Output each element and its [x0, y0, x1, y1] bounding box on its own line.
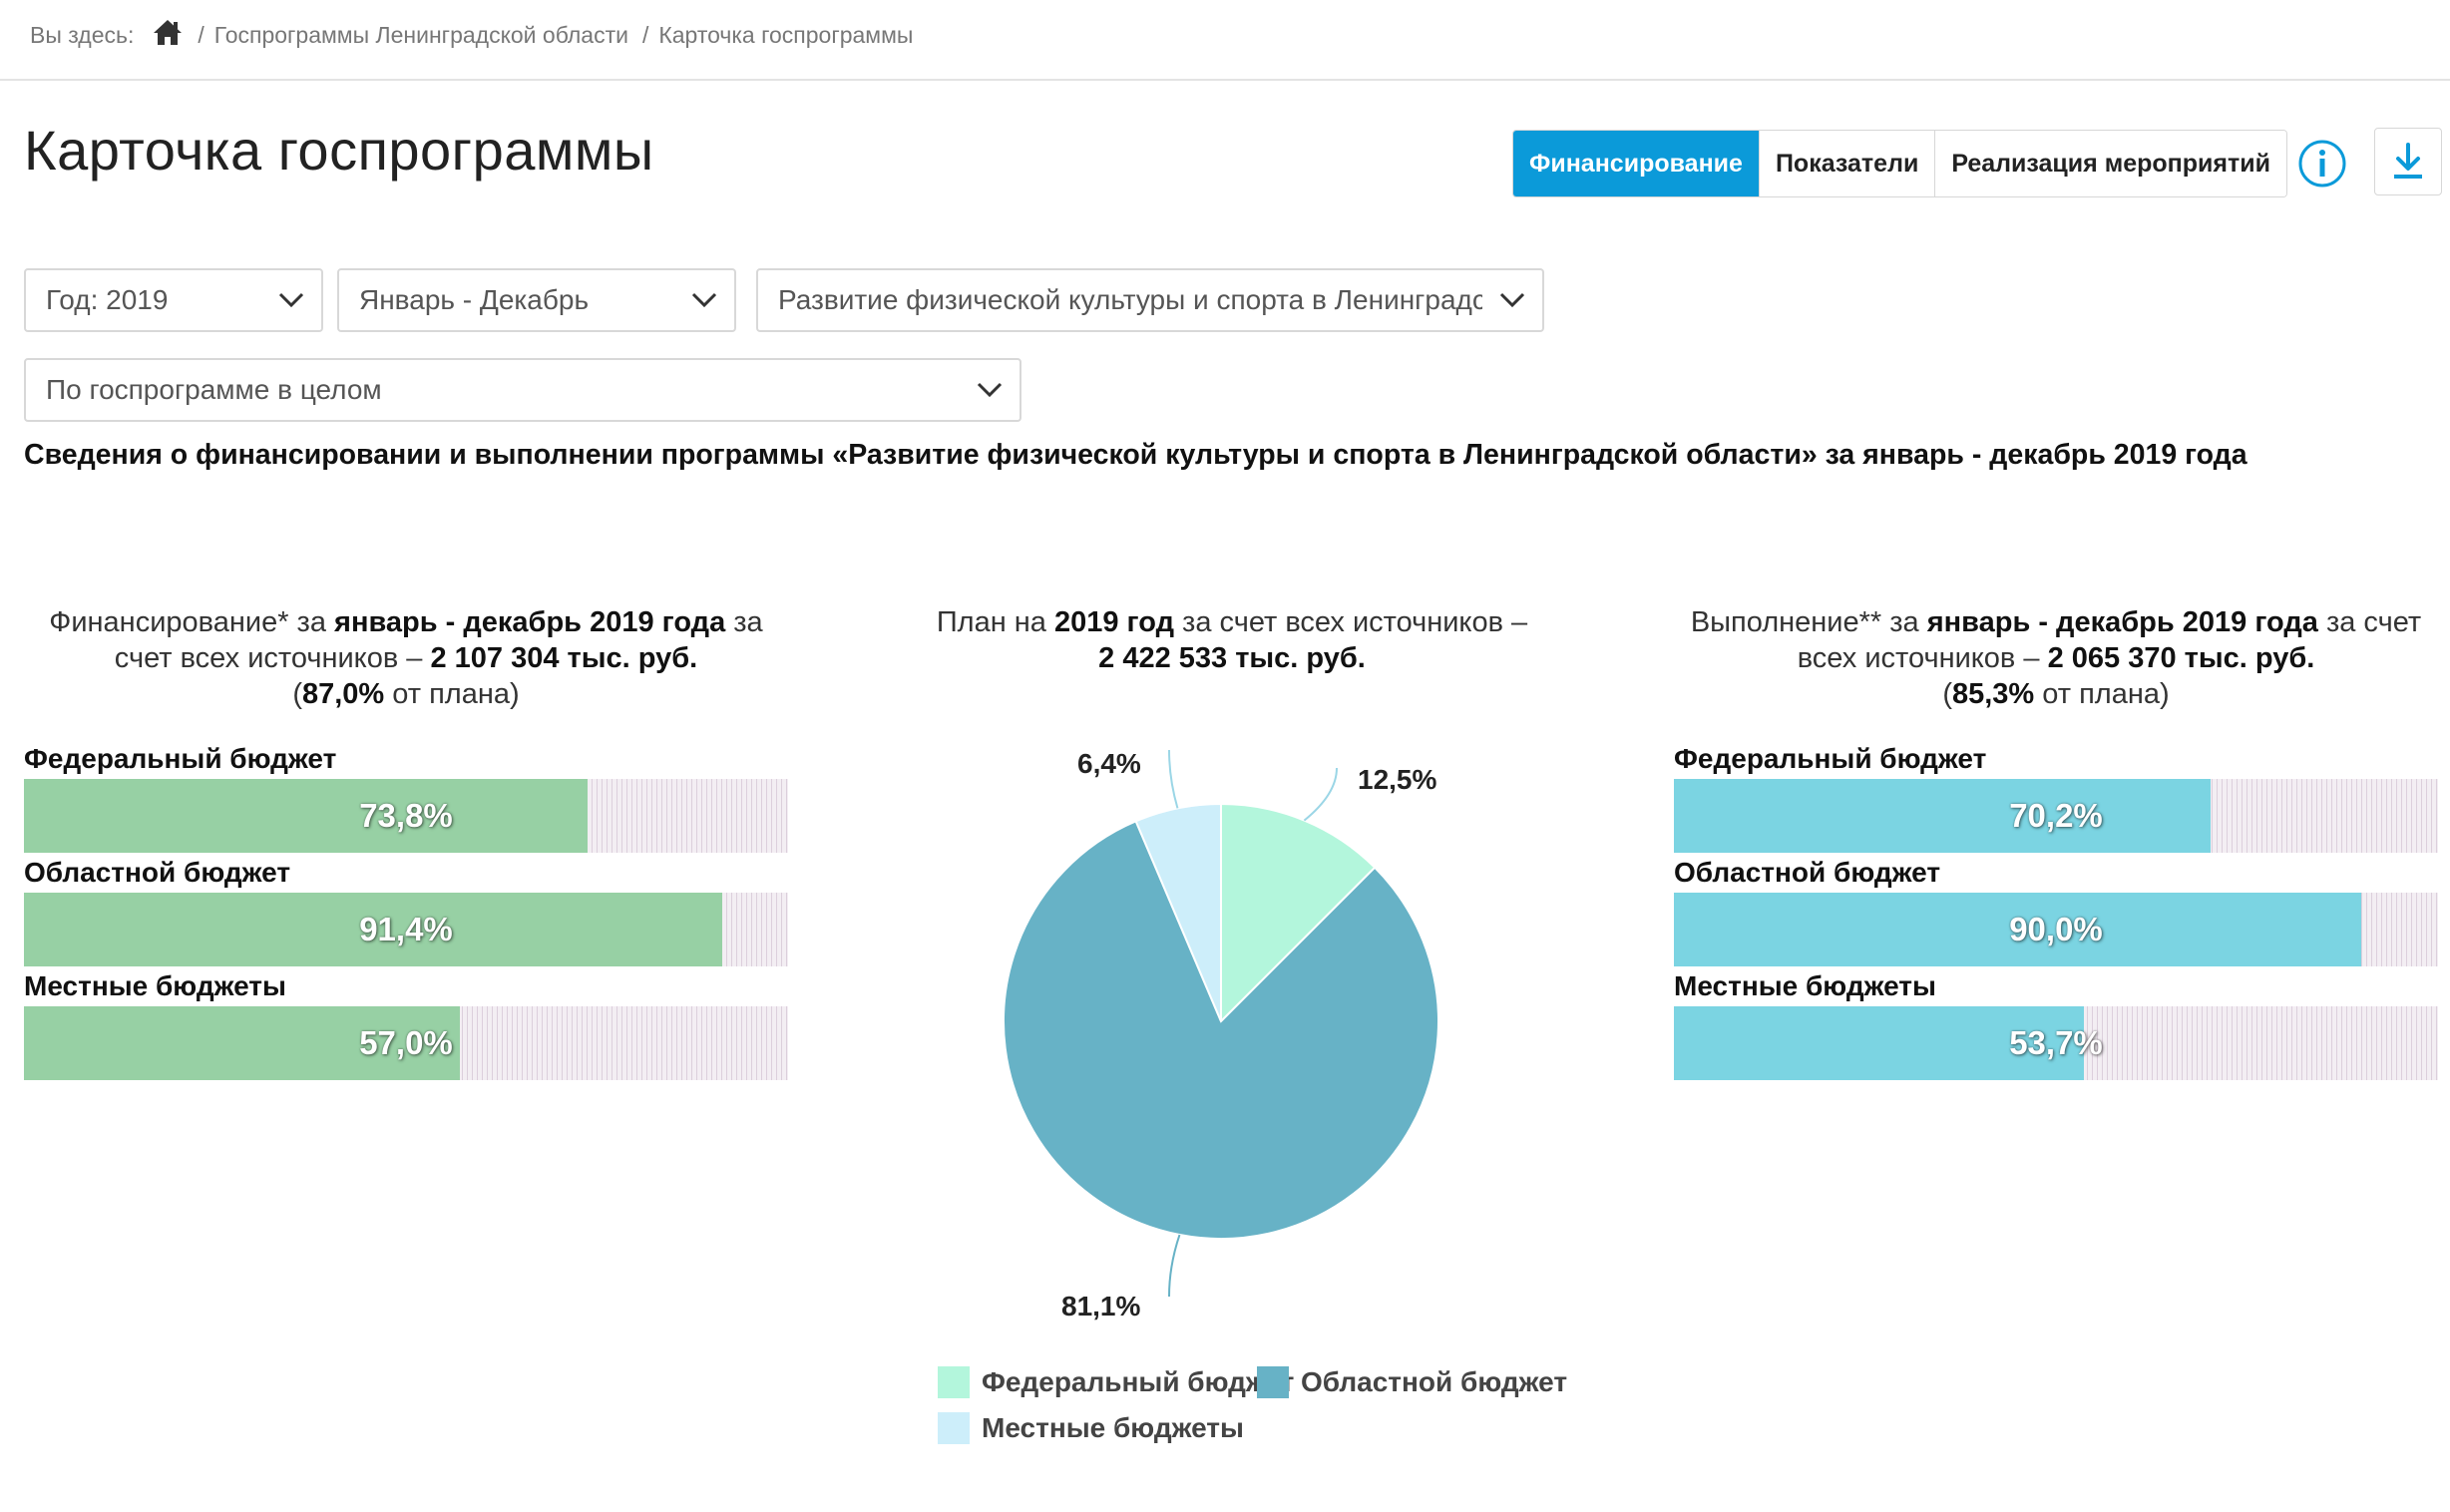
financing-percent: 87,0%: [301, 678, 385, 710]
home-icon[interactable]: [152, 18, 184, 52]
financing-local-label: Местные бюджеты: [24, 970, 286, 1001]
download-button[interactable]: [2374, 128, 2442, 195]
financing-regional-label: Областной бюджет: [24, 857, 291, 888]
legend-item-local[interactable]: Местные бюджеты: [938, 1412, 1244, 1444]
execution-head-l1a: Выполнение** за: [1690, 606, 1927, 638]
breadcrumb-link-programs[interactable]: Госпрограммы Ленинградской области: [213, 21, 628, 48]
financing-local-fill: [24, 1006, 460, 1080]
execution-federal-fill: [1674, 779, 2211, 853]
scope-select-value: По госпрограмме в целом: [46, 374, 382, 405]
legend-swatch-federal: [938, 1366, 970, 1398]
financing-total: 2 107 304 тыс. руб.: [430, 642, 698, 674]
execution-head-l1b: январь - декабрь 2019 года: [1926, 606, 2318, 638]
execution-local-bar: 53,7%: [1674, 1006, 2438, 1080]
financing-regional-fill: [24, 893, 723, 966]
download-icon: [2394, 143, 2422, 179]
financing-head-l1a: Финансирование* за: [49, 606, 335, 638]
program-select-value: Развитие физической культуры и спорта в …: [778, 284, 1482, 315]
chevron-down-icon: [674, 292, 734, 308]
pie-label-federal: 12,5%: [1358, 764, 1437, 795]
chevron-down-icon: [1482, 292, 1542, 308]
year-select[interactable]: Год: 2019: [24, 268, 323, 332]
execution-regional-label: Областной бюджет: [1674, 857, 1941, 888]
execution-regional-value: 90,0%: [2009, 911, 2103, 947]
financing-summary: Финансирование* за январь - декабрь 2019…: [24, 604, 788, 712]
execution-head-l2a: всех источников –: [1797, 642, 2048, 674]
chevron-down-icon: [261, 292, 321, 308]
page-title: Карточка госпрограммы: [24, 119, 654, 182]
financing-head-l1b: январь - декабрь 2019 года: [334, 606, 726, 638]
execution-head-l3c: от плана): [2034, 678, 2170, 710]
breadcrumb-separator: /: [641, 21, 649, 48]
execution-head-l1c: за счет: [2317, 606, 2422, 638]
chevron-down-icon: [960, 382, 1020, 398]
financing-regional-value: 91,4%: [359, 911, 453, 947]
financing-federal-bar: 73,8%: [24, 779, 788, 853]
financing-head-l2a: счет всех источников –: [114, 642, 431, 674]
financing-head-l3c: от плана): [384, 678, 520, 710]
execution-federal-label: Федеральный бюджет: [1674, 743, 1987, 774]
plan-head-l1c: за счет всех источников –: [1174, 606, 1528, 638]
pie-leader-local: [1168, 749, 1179, 809]
financing-federal-label: Федеральный бюджет: [24, 743, 337, 774]
execution-percent: 85,3%: [1951, 678, 2035, 710]
year-select-value: Год: 2019: [46, 284, 169, 315]
legend-label-federal: Федеральный бюджет: [982, 1366, 1295, 1397]
plan-head-l1a: План на: [936, 606, 1054, 638]
plan-summary: План на 2019 год за счет всех источников…: [878, 604, 1586, 676]
execution-local-label: Местные бюджеты: [1674, 970, 1936, 1001]
execution-regional-bar: 90,0%: [1674, 893, 2438, 966]
info-icon[interactable]: [2296, 138, 2348, 189]
pie-leader-federal: [1303, 767, 1338, 822]
tab-financing[interactable]: Финансирование: [1513, 131, 1760, 196]
legend-label-regional: Областной бюджет: [1301, 1366, 1568, 1397]
financing-federal-fill: [24, 779, 589, 853]
execution-regional-fill: [1674, 893, 2362, 966]
financing-local-value: 57,0%: [359, 1024, 453, 1061]
legend-item-federal[interactable]: Федеральный бюджет: [938, 1366, 1294, 1398]
pie-label-local: 6,4%: [1077, 748, 1141, 779]
financing-federal-value: 73,8%: [359, 797, 453, 834]
legend-label-local: Местные бюджеты: [982, 1412, 1244, 1443]
legend-item-regional[interactable]: Областной бюджет: [1257, 1366, 1567, 1398]
execution-local-value: 53,7%: [2009, 1024, 2103, 1061]
breadcrumb: Вы здесь: / Госпрограммы Ленинградской о…: [30, 10, 913, 60]
program-select[interactable]: Развитие физической культуры и спорта в …: [756, 268, 1544, 332]
financing-local-bar: 57,0%: [24, 1006, 788, 1080]
execution-federal-bar: 70,2%: [1674, 779, 2438, 853]
legend-swatch-local: [938, 1412, 970, 1444]
plan-year: 2019 год: [1053, 606, 1174, 638]
pie-leader-regional: [1168, 1234, 1181, 1298]
period-select[interactable]: Январь - Декабрь: [337, 268, 736, 332]
pie-slice-regional[interactable]: [1003, 820, 1439, 1240]
plan-total: 2 422 533 тыс. руб.: [1098, 642, 1366, 674]
header-divider: [0, 79, 2450, 81]
execution-total: 2 065 370 тыс. руб.: [2047, 642, 2315, 674]
tab-activities[interactable]: Реализация мероприятий: [1935, 131, 2286, 196]
execution-summary: Выполнение** за январь - декабрь 2019 го…: [1674, 604, 2438, 712]
financing-head-l3a: (: [292, 678, 302, 710]
execution-federal-value: 70,2%: [2009, 797, 2103, 834]
breadcrumb-current: Карточка госпрограммы: [658, 21, 914, 48]
report-subtitle: Сведения о финансировании и выполнении п…: [24, 439, 2247, 471]
breadcrumb-prefix: Вы здесь:: [30, 21, 135, 48]
tab-indicators[interactable]: Показатели: [1759, 131, 1936, 196]
view-tabs: Финансирование Показатели Реализация мер…: [1512, 130, 2287, 197]
execution-head-l3a: (: [1942, 678, 1952, 710]
breadcrumb-separator: /: [198, 21, 204, 48]
execution-local-fill: [1674, 1006, 2085, 1080]
period-select-value: Январь - Декабрь: [359, 284, 590, 315]
financing-regional-bar: 91,4%: [24, 893, 788, 966]
financing-head-l1c: за: [725, 606, 763, 638]
legend-swatch-regional: [1257, 1366, 1289, 1398]
scope-select[interactable]: По госпрограмме в целом: [24, 358, 1021, 422]
pie-label-regional: 81,1%: [1061, 1291, 1141, 1322]
